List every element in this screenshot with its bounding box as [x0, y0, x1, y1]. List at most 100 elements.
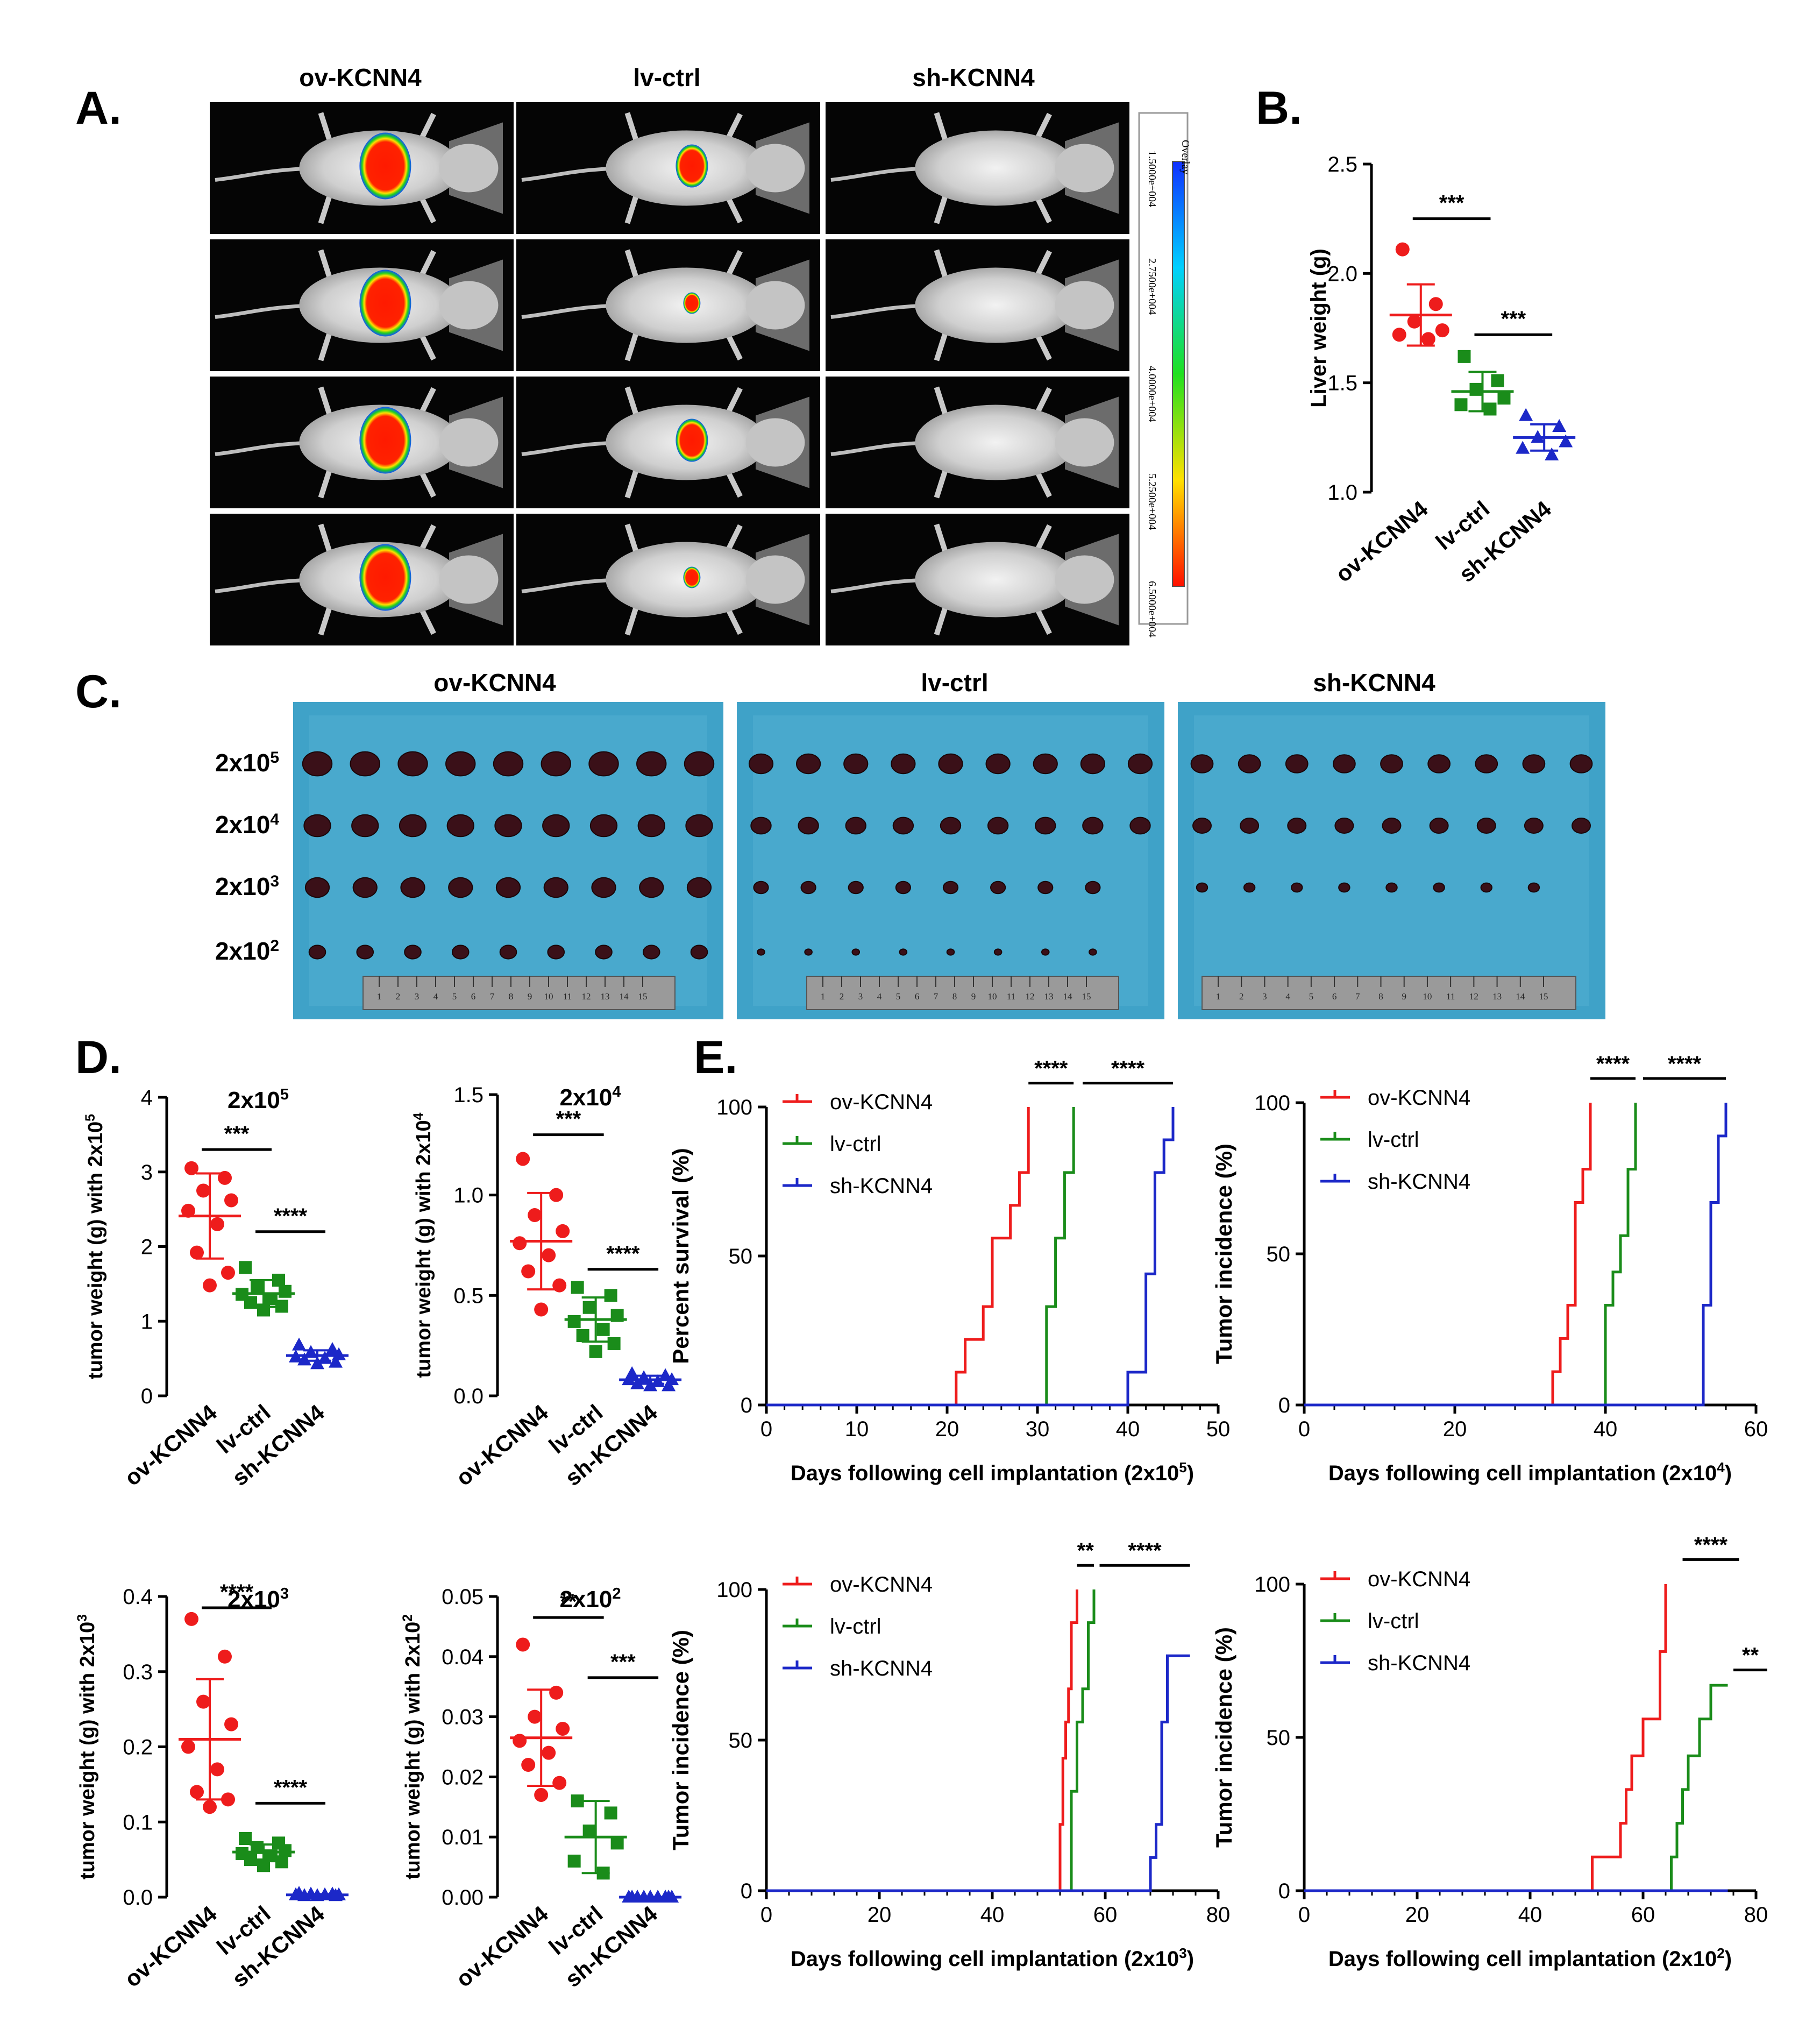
series-line-sh-kcnn4 — [766, 1654, 1190, 1892]
data-point — [552, 1776, 567, 1790]
legend-label: sh-KCNN4 — [830, 1657, 933, 1680]
x-tick-label: 80 — [1744, 1903, 1768, 1927]
series-line-lv-ctrl — [1304, 1103, 1637, 1407]
x-tick-label: 20 — [1405, 1903, 1430, 1927]
ruler-mark: 8 — [1378, 991, 1383, 1002]
mouse-tail — [521, 578, 622, 593]
tumor — [1385, 882, 1398, 893]
ruler-mark: 12 — [1469, 991, 1478, 1002]
colorbar-gradient — [1172, 161, 1185, 587]
y-tick-label: 0 — [741, 1394, 752, 1417]
tumor — [356, 945, 374, 960]
tumor — [304, 877, 330, 898]
tumor — [588, 751, 619, 777]
tumor — [542, 814, 570, 838]
data-point — [181, 1203, 195, 1218]
tumor — [1035, 817, 1056, 835]
significance-label: *** — [556, 1108, 581, 1131]
ruler-mark: 2 — [1239, 991, 1244, 1002]
tumor — [1037, 881, 1054, 895]
mouse-tail — [215, 441, 316, 456]
y-tick-label: 1.0 — [453, 1184, 484, 1208]
ruler — [806, 976, 1119, 1010]
data-point — [1483, 402, 1497, 416]
tumor — [993, 948, 1003, 956]
tumor — [642, 945, 660, 960]
panel-c-group-ov: ov-KCNN4 — [433, 669, 556, 697]
data-point — [1395, 242, 1410, 257]
legend-label: sh-KCNN4 — [1368, 1651, 1470, 1675]
data-point — [567, 1854, 581, 1868]
y-axis-label-base: tumor weight (g) with 2x10 — [84, 1122, 107, 1379]
data-point — [224, 1193, 238, 1208]
series-ov-kcnn4 — [179, 1161, 241, 1293]
x-axis-label: Days following cell implantation (2x104) — [1328, 1459, 1732, 1485]
data-point — [534, 1787, 549, 1802]
data-point — [607, 1337, 621, 1350]
panel-c-letter: C. — [75, 666, 122, 718]
x-category-label: ov-KCNN4 — [1331, 495, 1433, 587]
data-point — [542, 1248, 556, 1262]
y-tick-label: 50 — [1267, 1726, 1291, 1750]
tumor — [895, 881, 911, 895]
mouse-head — [439, 555, 499, 604]
tumor — [448, 877, 473, 898]
y-tick-label: 0.3 — [123, 1660, 153, 1684]
y-tick-label: 0.00 — [442, 1886, 484, 1910]
data-point — [1435, 323, 1449, 338]
mouse-tail — [521, 166, 622, 182]
chart-e3: 0 50 100 0 20 40 60 80 Tumor incidence (%) Days f… — [668, 1539, 1230, 1971]
data-point — [516, 1637, 530, 1652]
mouse-head — [1055, 144, 1114, 193]
tumor — [804, 948, 813, 956]
y-tick-label: 3 — [141, 1161, 153, 1184]
mouse-head — [1055, 555, 1114, 604]
tumor — [350, 751, 380, 777]
y-axis-label: tumor weight (g) with 2x103 — [75, 1614, 99, 1879]
tumor — [637, 814, 665, 838]
y-tick-label: 0.03 — [442, 1706, 484, 1729]
series-lv-ctrl — [564, 1794, 627, 1880]
mouse-tail — [830, 578, 932, 593]
ruler-mark: 8 — [952, 991, 957, 1002]
colorbar-label: Overlay — [1179, 140, 1191, 174]
mouse-head — [1055, 281, 1114, 330]
tumor — [308, 945, 326, 960]
chart-title: 2x104 — [559, 1083, 621, 1111]
chart-d4: 0.00 0.01 0.02 0.03 0.04 0.05 tumor weight (g)… — [400, 1585, 682, 1992]
ruler-mark: 15 — [1082, 991, 1091, 1002]
x-tick-label: 20 — [868, 1903, 892, 1927]
ruler-mark: 8 — [509, 991, 514, 1002]
ruler-mark: 12 — [1026, 991, 1035, 1002]
x-axis-label: Days following cell implantation (2x102) — [1328, 1945, 1732, 1971]
y-tick-label: 50 — [1267, 1243, 1291, 1266]
bioluminescence-signal — [359, 407, 411, 474]
tumor — [1429, 818, 1449, 834]
tumor — [493, 751, 524, 777]
tumor — [1238, 754, 1261, 773]
series-line-ov-kcnn4 — [1304, 1103, 1592, 1407]
x-axis-label-exp: 3 — [1179, 1945, 1186, 1961]
ruler-mark: 3 — [1262, 991, 1267, 1002]
tumor — [686, 877, 712, 898]
series-ov-kcnn4 — [510, 1152, 573, 1317]
x-tick-label: 20 — [935, 1417, 959, 1441]
tumor — [547, 945, 565, 960]
series-line-ov-kcnn4 — [1304, 1584, 1667, 1892]
x-axis-label-exp: 5 — [1179, 1459, 1186, 1475]
tumor — [302, 751, 333, 777]
data-point — [528, 1208, 542, 1222]
ruler-mark: 4 — [877, 991, 882, 1002]
series-sh-kcnn4 — [286, 1337, 349, 1369]
data-point — [552, 1278, 567, 1293]
panel-c-row-label-exp: 2 — [270, 937, 279, 955]
y-axis-label: tumor weight (g) with 2x102 — [400, 1614, 424, 1879]
x-axis-label-base: Days following cell implantation (2x10 — [1328, 1461, 1717, 1485]
tumor — [1190, 754, 1214, 773]
data-point — [292, 1337, 306, 1351]
tumor — [1524, 818, 1544, 834]
tumor — [499, 945, 517, 960]
imaging-cell — [516, 102, 820, 234]
ruler-mark: 7 — [1355, 991, 1360, 1002]
significance-label: **** — [1596, 1052, 1630, 1076]
